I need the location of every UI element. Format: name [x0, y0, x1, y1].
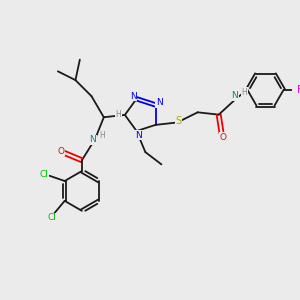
Text: N: N — [231, 91, 238, 100]
Text: H: H — [100, 131, 105, 140]
Text: Cl: Cl — [40, 170, 49, 179]
Text: O: O — [57, 147, 64, 156]
Text: N: N — [135, 131, 141, 140]
Text: F: F — [297, 85, 300, 95]
Text: H: H — [242, 88, 247, 97]
Text: S: S — [175, 116, 181, 126]
Text: N: N — [89, 135, 96, 144]
Text: Cl: Cl — [47, 213, 56, 222]
Text: N: N — [156, 98, 162, 107]
Text: H: H — [116, 110, 121, 119]
Text: O: O — [220, 133, 226, 142]
Text: N: N — [130, 92, 136, 101]
